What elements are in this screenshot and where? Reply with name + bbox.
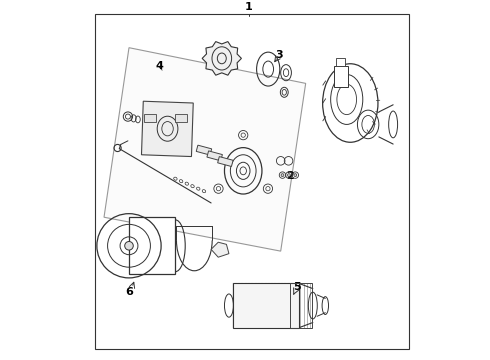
Polygon shape [196, 145, 212, 155]
Bar [336, 58, 345, 66]
Polygon shape [207, 151, 222, 161]
Circle shape [125, 242, 133, 250]
Text: 2: 2 [286, 171, 294, 181]
Bar [145, 114, 156, 122]
Polygon shape [104, 48, 306, 251]
Bar [129, 217, 175, 274]
Bar [291, 283, 312, 328]
Bar [175, 114, 187, 122]
Bar [334, 66, 348, 87]
Text: 4: 4 [155, 60, 163, 71]
Bar [95, 14, 409, 349]
Polygon shape [142, 101, 193, 157]
Circle shape [281, 174, 284, 176]
Polygon shape [218, 157, 233, 166]
Circle shape [288, 174, 291, 176]
Circle shape [294, 174, 297, 176]
Text: 1: 1 [245, 2, 252, 12]
Text: 6: 6 [125, 287, 133, 297]
Polygon shape [211, 242, 229, 257]
Polygon shape [202, 42, 242, 75]
Text: 3: 3 [275, 50, 283, 60]
Bar [233, 283, 298, 328]
Text: 5: 5 [293, 282, 300, 292]
